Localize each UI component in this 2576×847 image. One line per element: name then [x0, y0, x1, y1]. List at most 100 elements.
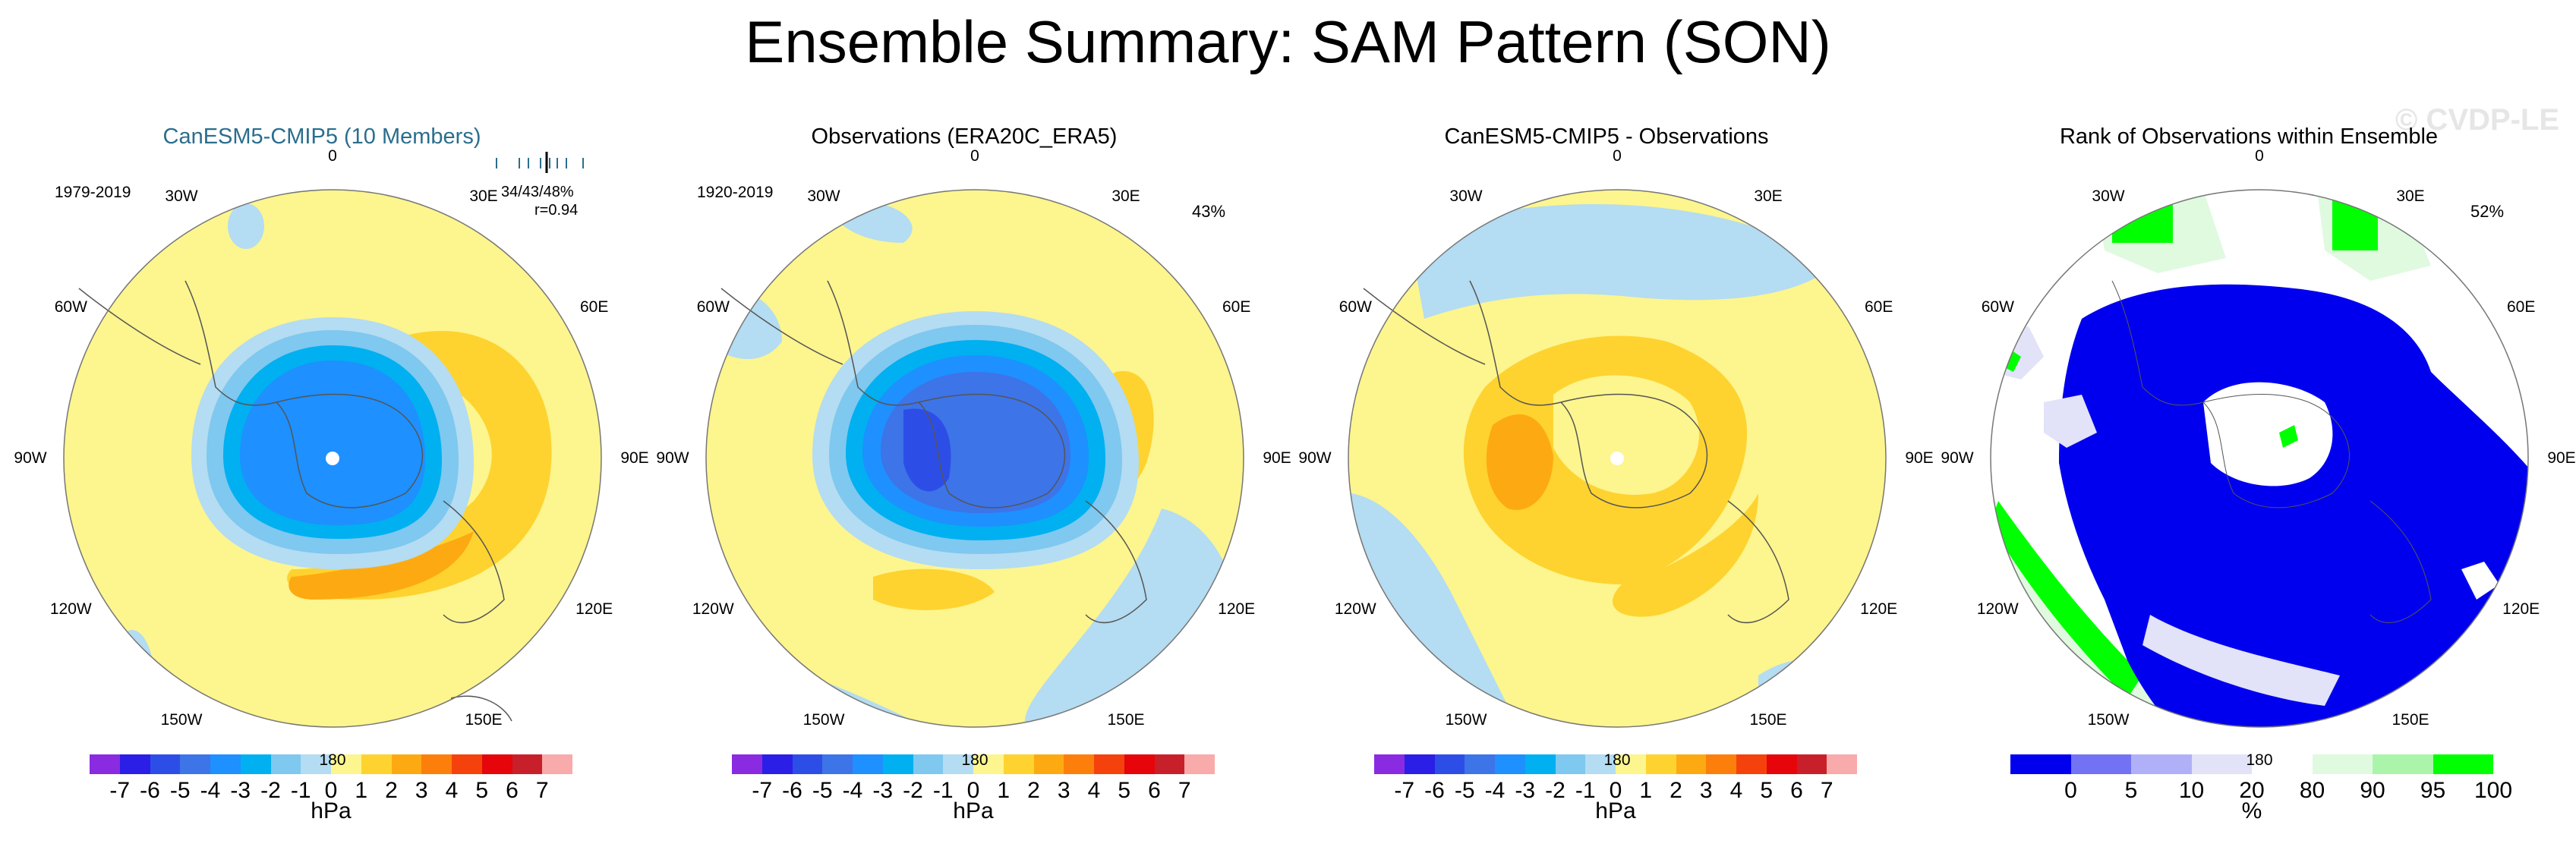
colorbar-swatch [210, 754, 241, 774]
colorbar-swatch [2010, 754, 2071, 774]
colorbar-swatch [2252, 754, 2313, 774]
colorbar-tick: -3 [1515, 778, 1536, 803]
lon-label: 150E [1749, 710, 1787, 729]
colorbar-swatch [90, 754, 120, 774]
colorbar-swatch [761, 754, 793, 774]
lon-label: 120W [1334, 600, 1376, 618]
lon-label: 180 [2246, 751, 2273, 769]
lon-label: 90W [656, 449, 689, 467]
panel-difference: CanESM5-CMIP5 - Observations hPa 0 30E 60E… [1285, 0, 1933, 847]
colorbar-tick: 6 [506, 778, 519, 803]
colorbar-tick: -1 [290, 778, 311, 803]
colorbar-swatch [1827, 754, 1857, 774]
lon-label: 90W [1941, 449, 1974, 467]
colorbar-swatch [150, 754, 181, 774]
lon-label: 60E [1864, 298, 1893, 316]
colorbar-tick: -3 [872, 778, 894, 803]
colorbar-swatch [1616, 754, 1646, 774]
colorbar-tick: 3 [415, 778, 428, 803]
colorbar-tick: 7 [1178, 778, 1191, 803]
colorbar-tick: 7 [535, 778, 549, 803]
colorbar-unit-difference: hPa [1595, 798, 1636, 823]
colorbar-tick: 90 [2360, 778, 2385, 803]
colorbar-swatch [2131, 754, 2192, 774]
lon-label: 180 [319, 751, 346, 769]
colorbar-swatch [2191, 754, 2252, 774]
colorbar-swatch [1555, 754, 1586, 774]
lon-label: 60E [1222, 298, 1251, 316]
colorbar-swatch [180, 754, 210, 774]
colorbar-swatch [822, 754, 853, 774]
colorbar-tick: -4 [1484, 778, 1506, 803]
colorbar-swatch [270, 754, 301, 774]
lon-label: 30W [2092, 187, 2125, 206]
lon-label: 120W [1976, 600, 2019, 618]
period-observations: 1920-2019 [697, 184, 774, 201]
colorbar-tick: 4 [445, 778, 459, 803]
colorbar-swatch [2373, 754, 2433, 774]
colorbar-swatch [1736, 754, 1767, 774]
colorbar-difference [1374, 754, 1857, 774]
colorbar-swatch [913, 754, 944, 774]
lon-label: 120E [1218, 600, 1256, 618]
colorbar-swatch [1706, 754, 1736, 774]
colorbar-swatch [1404, 754, 1435, 774]
colorbar-tick: 7 [1820, 778, 1833, 803]
map-observations [705, 189, 1244, 728]
colorbar-tick: 1 [1639, 778, 1653, 803]
period-model: 1979-2019 [55, 184, 131, 201]
colorbar-tick: -3 [230, 778, 251, 803]
stats-correlation: r=0.94 [534, 202, 579, 219]
map-rank [1990, 189, 2529, 728]
lon-label: 90E [1905, 449, 1934, 467]
colorbar-swatch [1645, 754, 1676, 774]
colorbar-tick: 5 [1118, 778, 1131, 803]
colorbar-rank [2010, 754, 2493, 774]
colorbar-swatch [792, 754, 823, 774]
lon-label: 60W [54, 298, 87, 316]
colorbar-tick: -5 [169, 778, 191, 803]
colorbar-tick: -4 [842, 778, 863, 803]
colorbar-swatch [391, 754, 422, 774]
lon-label: 30W [1449, 187, 1483, 206]
colorbar-model [90, 754, 572, 774]
lon-label: 60W [1981, 298, 2014, 316]
stats-percentiles: 34/43/48% [501, 184, 574, 200]
colorbar-swatch [361, 754, 392, 774]
colorbar-tick: 20 [2239, 778, 2265, 803]
colorbar-tick: -7 [1394, 778, 1415, 803]
colorbar-swatch [542, 754, 572, 774]
panel-title-rank: Rank of Observations within Ensemble [2059, 124, 2439, 149]
lon-label: 150E [465, 710, 503, 729]
colorbar-swatch [2312, 754, 2373, 774]
colorbar-swatch [452, 754, 482, 774]
lon-label: 60E [579, 298, 609, 316]
lon-label: 150W [2087, 710, 2130, 729]
colorbar-tick: -4 [200, 778, 221, 803]
lon-label: 150W [1445, 710, 1487, 729]
colorbar-swatch [1796, 754, 1827, 774]
lon-label: 60W [1338, 298, 1372, 316]
colorbar-swatch [2433, 754, 2493, 774]
panel-title-difference: CanESM5-CMIP5 - Observations [1444, 124, 1769, 149]
colorbar-tick: 2 [385, 778, 398, 803]
colorbar-tick: 5 [1760, 778, 1774, 803]
colorbar-tick: 10 [2178, 778, 2205, 803]
colorbar-tick: 4 [1087, 778, 1101, 803]
lon-label: 30W [807, 187, 840, 206]
colorbar-tick: 3 [1057, 778, 1070, 803]
colorbar-tick: 3 [1699, 778, 1713, 803]
colorbar-tick: 2 [1027, 778, 1040, 803]
lon-label: 90W [14, 449, 47, 467]
lon-label: 90E [2547, 449, 2576, 467]
colorbar-swatch [331, 754, 361, 774]
colorbar-swatch [119, 754, 150, 774]
colorbar-tick: -5 [1454, 778, 1475, 803]
colorbar-tick: -6 [1424, 778, 1445, 803]
colorbar-swatch [1585, 754, 1616, 774]
lon-label: 120E [575, 600, 613, 618]
map-difference [1348, 189, 1887, 728]
colorbar-tick: 0 [2064, 778, 2077, 803]
colorbar-unit-model: hPa [311, 798, 352, 823]
colorbar-swatch [1465, 754, 1495, 774]
